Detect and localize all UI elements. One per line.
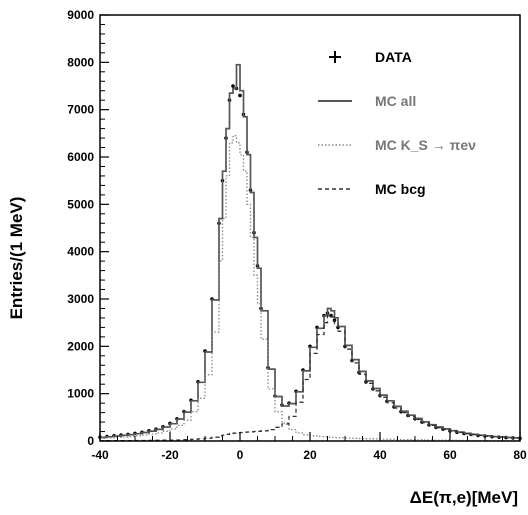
y-tick-label: 9000 — [67, 8, 94, 22]
x-tick-label: 20 — [303, 448, 317, 462]
y-tick-label: 1000 — [67, 387, 94, 401]
x-tick-label: 0 — [237, 448, 244, 462]
x-tick-label: -40 — [91, 448, 109, 462]
legend-label: MC K_S → πeν — [375, 137, 476, 153]
y-tick-label: 0 — [87, 434, 94, 448]
series-mc-all — [100, 63, 521, 439]
y-tick-label: 3000 — [67, 292, 94, 306]
x-tick-label: 80 — [513, 448, 527, 462]
y-axis-label: Entries/(1 MeV) — [7, 197, 26, 320]
data-point — [238, 93, 242, 98]
plot-area — [98, 63, 522, 442]
legend-label: MC bcg — [375, 181, 426, 197]
y-tick-label: 5000 — [67, 197, 94, 211]
axes — [99, 14, 521, 442]
legend-item: DATA — [329, 49, 412, 65]
y-tick-label: 7000 — [67, 103, 94, 117]
series-mc-ks — [100, 135, 521, 442]
legend-label: DATA — [375, 49, 412, 65]
y-tick-label: 4000 — [67, 245, 94, 259]
x-axis-label: ΔE(π,e)[MeV] — [410, 488, 518, 507]
x-tick-label: 40 — [373, 448, 387, 462]
legend-label: MC all — [375, 93, 416, 109]
legend: DATA MC all MC K_S → πeν MC bcg — [318, 49, 476, 197]
y-tick-label: 6000 — [67, 150, 94, 164]
legend-item: MC all — [318, 93, 416, 109]
legend-item: MC bcg — [318, 181, 426, 197]
y-tick-label: 8000 — [67, 55, 94, 69]
tick-labels: 0 1000 2000 3000 4000 5000 6000 7000 8000 9000 -40… — [67, 8, 527, 462]
x-tick-label: 60 — [443, 448, 457, 462]
x-tick-label: -20 — [161, 448, 179, 462]
legend-item: MC K_S → πeν — [318, 137, 476, 153]
series-mc-bcg — [100, 314, 521, 442]
y-tick-label: 2000 — [67, 339, 94, 353]
data-point — [231, 84, 235, 88]
